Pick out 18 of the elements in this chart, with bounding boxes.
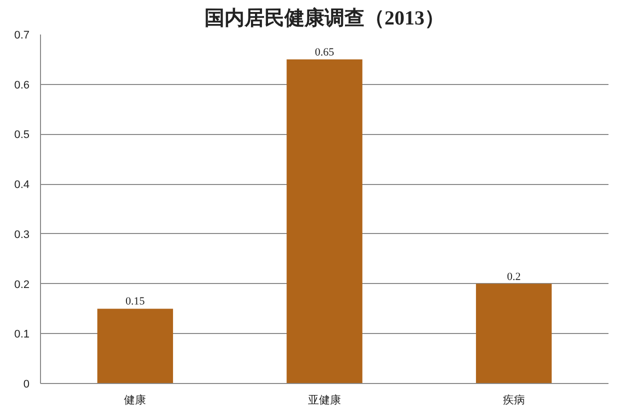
- y-tick-label: 0.6: [14, 79, 30, 92]
- y-tick-label: 0.1: [14, 328, 30, 341]
- y-tick-label: 0.3: [14, 228, 30, 241]
- y-tick-label: 0.2: [14, 278, 30, 291]
- x-tick-label: 亚健康: [308, 394, 341, 406]
- bar: [286, 59, 362, 384]
- data-label: 0.2: [506, 270, 521, 283]
- y-tick-label: 0: [23, 378, 30, 390]
- bar: [97, 308, 174, 384]
- x-tick-label: 健康: [124, 394, 146, 406]
- y-tick-label: 0.5: [14, 129, 30, 142]
- data-label: 0.65: [314, 46, 335, 58]
- y-tick-label: 0.7: [14, 30, 30, 42]
- chart-title: 国内居民健康调查（2013）: [204, 6, 444, 30]
- bar: [476, 284, 552, 384]
- x-tick-label: 疾病: [502, 394, 525, 406]
- data-label: 0.15: [126, 296, 146, 308]
- y-tick-label: 0.4: [14, 179, 30, 192]
